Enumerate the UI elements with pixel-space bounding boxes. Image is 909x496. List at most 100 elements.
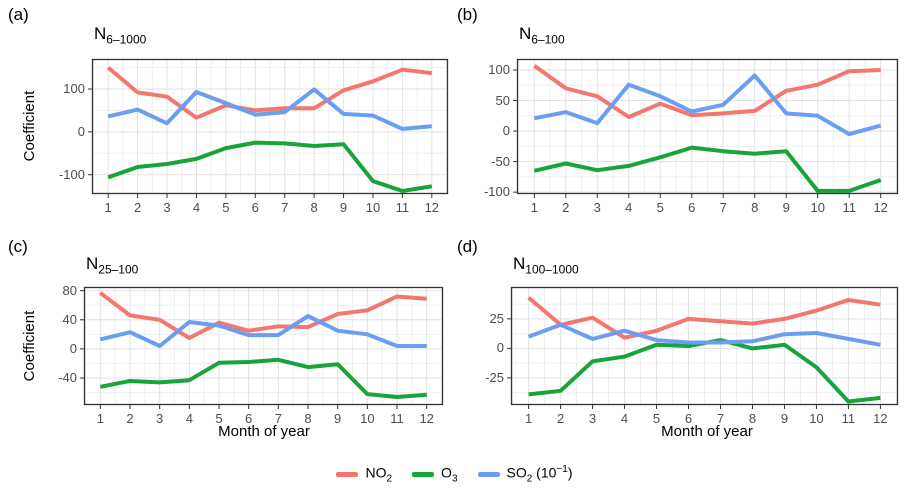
y-tick-label: 0	[77, 123, 85, 139]
x-tick-label: 10	[809, 411, 824, 426]
y-tick-label: 50	[495, 92, 510, 108]
x-tick-label: 8	[748, 411, 757, 426]
panel-border	[510, 286, 899, 406]
panel-title-d: N100–1000	[513, 254, 579, 276]
legend-label-part: )	[567, 464, 573, 481]
legend-label-part: SO	[506, 464, 527, 481]
x-tick-label: 4	[185, 411, 193, 426]
panel-title-sub: 25–100	[98, 262, 139, 277]
series-line-so2-10-1	[99, 314, 427, 348]
x-tick-label: 10	[360, 411, 375, 426]
x-tick-label: 9	[782, 200, 790, 215]
x-tick-label: 9	[780, 411, 789, 426]
legend-key-so2	[477, 471, 500, 477]
panel-border	[516, 58, 899, 195]
y-tick-label: 80	[62, 282, 77, 298]
series-line-so2-10-1	[527, 322, 881, 347]
x-tick-label: 5	[652, 411, 661, 426]
panel-title-base: N	[519, 24, 532, 43]
x-tick-label: 10	[365, 200, 381, 215]
legend-label-part: (10	[532, 464, 557, 481]
x-tick-label: 1	[524, 411, 533, 426]
series-line-no2	[527, 296, 881, 340]
panel-title-b: N6–100	[519, 24, 565, 46]
x-tick-label: 6	[684, 411, 693, 426]
legend: NO2 O3 SO2 (10−1)	[0, 464, 909, 484]
legend-label-part: 3	[451, 473, 458, 485]
x-tick-label: 12	[873, 200, 888, 215]
panel-title-sub: 100–1000	[525, 262, 579, 277]
x-tick-label: 11	[842, 200, 856, 215]
x-tick-label: 4	[620, 411, 629, 426]
legend-label-so2: SO2 (10−1)	[507, 464, 573, 484]
panel-label-a: (a)	[8, 5, 29, 24]
x-tick-label: 4	[192, 200, 201, 215]
x-tick-label: 9	[339, 200, 348, 215]
x-tick-label: 6	[245, 411, 253, 426]
y-tick-label: -100	[483, 184, 510, 200]
legend-label-part: 2	[386, 473, 393, 485]
series-line-so2-10-1	[107, 87, 432, 131]
y-tick-label: 0	[496, 340, 504, 356]
series-line-o3	[107, 140, 433, 193]
panel-label-b: (b)	[457, 5, 478, 24]
panel-title-base: N	[513, 254, 526, 273]
series-line-no2	[106, 66, 433, 120]
panel-border	[91, 58, 449, 195]
x-tick-label: 3	[163, 200, 171, 215]
legend-label-o3: O3	[441, 464, 458, 485]
x-tick-label: 1	[96, 411, 104, 426]
x-tick-label: 7	[274, 411, 282, 426]
y-tick-label: 100	[63, 81, 85, 96]
legend-label-part: NO	[365, 464, 387, 481]
x-tick-label: 7	[281, 200, 289, 215]
y-tick-label: -25	[485, 369, 504, 385]
panel-title-sub: 6–100	[531, 32, 565, 47]
plot-area-c	[80, 286, 444, 409]
legend-key-no2	[336, 471, 359, 477]
x-tick-label: 2	[126, 411, 134, 426]
y-tick-label: 100	[488, 61, 510, 77]
x-tick-label: 11	[395, 200, 410, 215]
panel-title-base: N	[86, 254, 99, 273]
series-line-so2-10-1	[533, 73, 882, 137]
panel-title-base: N	[94, 24, 107, 43]
y-tick-label: -50	[491, 153, 510, 169]
panel-title-sub: 6–1000	[106, 32, 147, 47]
series-line-o3	[99, 357, 427, 399]
x-tick-label: 6	[251, 200, 259, 215]
x-tick-label: 12	[424, 200, 440, 215]
legend-key-o3	[412, 471, 435, 477]
x-tick-label: 1	[104, 200, 112, 215]
series-line-no2	[533, 64, 881, 119]
y-axis-title-c: Coefficient	[21, 310, 38, 382]
y-tick-label: 0	[69, 340, 77, 356]
panel-label-c: (c)	[8, 237, 28, 256]
panel-label-d: (d)	[457, 237, 478, 256]
x-tick-label: 2	[562, 200, 570, 215]
x-tick-label: 7	[719, 200, 727, 215]
y-tick-label: 25	[489, 310, 504, 326]
panel-border	[83, 286, 444, 406]
x-tick-label: 8	[751, 200, 759, 215]
plot-area-b	[513, 58, 899, 198]
y-tick-label: -40	[58, 370, 77, 386]
x-tick-label: 1	[530, 200, 538, 215]
x-tick-label: 5	[215, 411, 223, 426]
series-line-o3	[533, 145, 882, 193]
x-tick-label: 4	[625, 200, 633, 215]
x-tick-label: 12	[419, 411, 434, 426]
legend-item-so2: SO2 (10−1)	[477, 464, 573, 484]
legend-label-part: 2	[526, 473, 533, 485]
legend-item-no2: NO2	[336, 464, 392, 484]
panel-title-c: N25–100	[86, 254, 138, 276]
x-tick-label: 11	[841, 411, 856, 426]
x-tick-label: 10	[810, 200, 825, 215]
plot-area-a	[88, 58, 449, 198]
plot-area-d	[507, 286, 899, 409]
legend-item-o3: O3	[412, 464, 458, 485]
x-tick-label: 3	[588, 411, 597, 426]
x-tick-label: 2	[556, 411, 565, 426]
x-axis-title-d: Month of year	[661, 423, 753, 440]
